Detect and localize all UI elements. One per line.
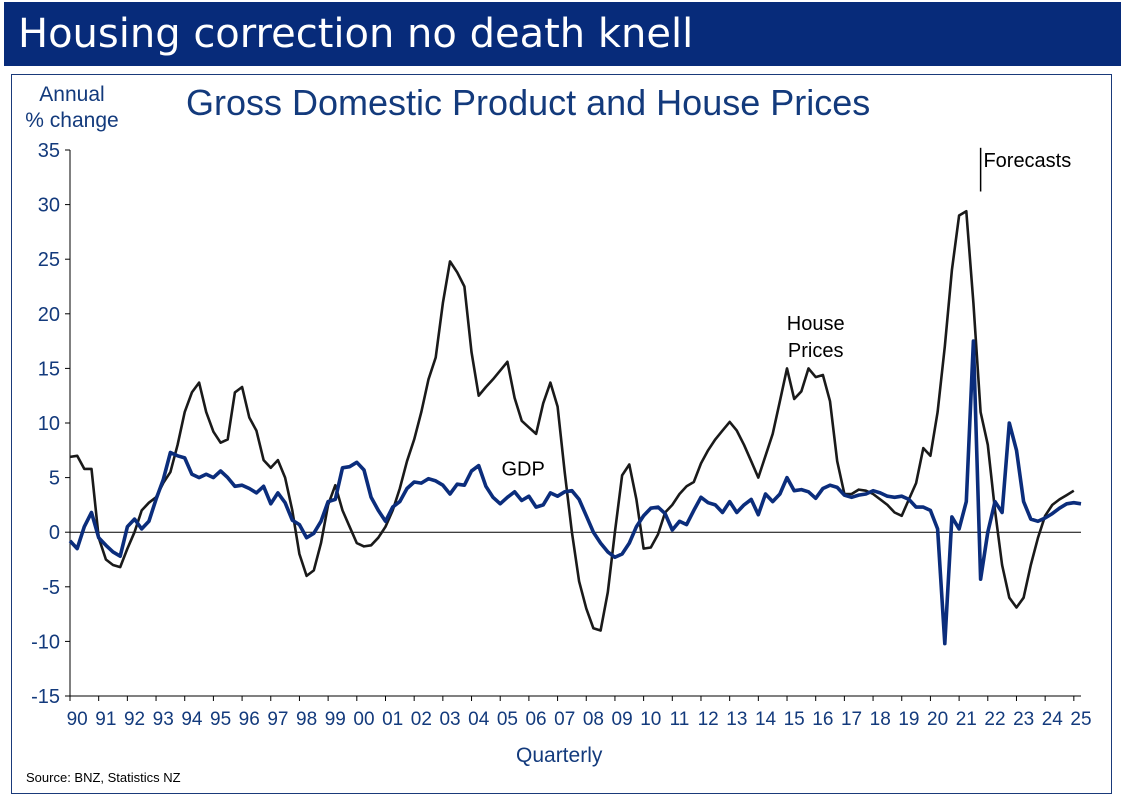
house-prices-series-line	[69, 209, 1075, 632]
x-tick-label: 98	[296, 709, 317, 730]
y-tick-label: 30	[38, 195, 60, 217]
x-tick-label: 16	[812, 709, 833, 730]
gdp-annotation: GDP	[501, 458, 544, 480]
x-tick-label: 06	[525, 709, 546, 730]
y-tick-label: 10	[38, 413, 60, 435]
x-tick-label: 19	[898, 709, 919, 730]
source-note: Source: BNZ, Statistics NZ	[26, 770, 181, 785]
gdp-series-line	[68, 339, 1082, 646]
x-tick-label: 90	[67, 709, 88, 730]
x-tick-label: 03	[439, 709, 460, 730]
chart-frame	[11, 74, 1112, 794]
x-tick-label: 22	[984, 709, 1005, 730]
y-axis-label: Annual% change	[22, 82, 122, 134]
x-tick-label: 15	[784, 709, 805, 730]
y-tick-label: -5	[42, 577, 60, 599]
y-tick-label: 20	[38, 304, 60, 326]
x-tick-label: 10	[640, 709, 661, 730]
x-tick-label: 14	[755, 709, 777, 730]
house-prices-annotation: House	[787, 313, 845, 335]
x-tick-label: 05	[497, 709, 518, 730]
x-tick-label: 20	[927, 709, 948, 730]
y-tick-label: 25	[38, 249, 60, 271]
x-tick-label: 13	[726, 709, 747, 730]
x-axis-label: Quarterly	[516, 744, 603, 767]
x-tick-label: 25	[1070, 709, 1091, 730]
house-prices-annotation: Prices	[788, 340, 844, 362]
x-tick-label: 99	[325, 709, 346, 730]
y-tick-label: 5	[49, 468, 60, 490]
x-tick-label: 04	[468, 709, 490, 730]
x-tick-label: 00	[353, 709, 374, 730]
y-tick-label: -10	[31, 631, 60, 653]
x-tick-label: 18	[870, 709, 891, 730]
y-tick-label: 0	[49, 522, 60, 544]
x-tick-label: 97	[267, 709, 288, 730]
x-tick-label: 09	[612, 709, 633, 730]
x-tick-label: 24	[1042, 709, 1064, 730]
x-tick-label: 21	[956, 709, 977, 730]
x-tick-label: 95	[210, 709, 231, 730]
y-tick-label: -15	[31, 686, 60, 708]
x-tick-label: 94	[181, 709, 203, 730]
x-tick-label: 92	[124, 709, 145, 730]
x-tick-label: 17	[841, 709, 862, 730]
y-tick-label: 15	[38, 358, 60, 380]
x-tick-label: 11	[670, 709, 690, 730]
x-tick-label: 96	[239, 709, 260, 730]
x-tick-label: 08	[583, 709, 604, 730]
x-tick-label: 23	[1013, 709, 1034, 730]
forecasts-annotation: Forecasts	[983, 150, 1071, 172]
x-tick-label: 01	[382, 709, 403, 730]
y-axis-label-text: Annual% change	[25, 83, 119, 132]
banner-title: Housing correction no death knell	[18, 11, 694, 57]
chart-title: Gross Domestic Product and House Prices	[186, 82, 871, 123]
x-tick-label: 93	[153, 709, 174, 730]
x-tick-label: 91	[95, 709, 116, 730]
header-banner: Housing correction no death knell	[4, 2, 1121, 66]
x-tick-label: 02	[411, 709, 432, 730]
x-tick-label: 07	[554, 709, 575, 730]
x-tick-label: 12	[698, 709, 719, 730]
y-tick-label: 35	[38, 140, 60, 162]
